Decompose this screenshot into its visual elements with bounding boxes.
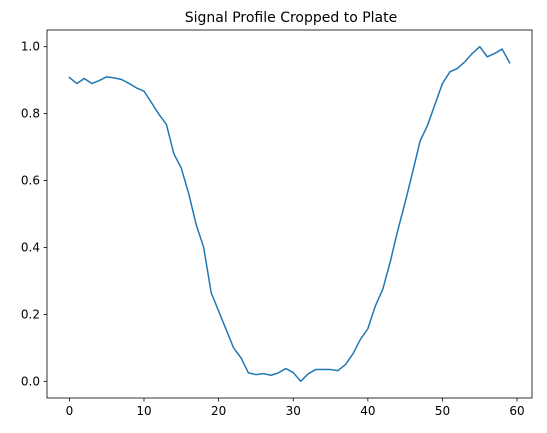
x-tick-label: 0: [66, 404, 74, 418]
data-point: [210, 291, 213, 294]
data-point: [307, 372, 310, 375]
data-point: [314, 368, 317, 371]
data-point: [411, 171, 414, 174]
data-point: [501, 48, 504, 51]
x-axis-ticks: 0 10 20 30 40 50 60: [66, 398, 525, 418]
data-point: [277, 371, 280, 374]
data-point: [98, 79, 101, 82]
data-point: [262, 372, 265, 375]
data-point: [217, 310, 220, 313]
data-point: [225, 328, 228, 331]
data-point: [419, 140, 422, 143]
data-point: [493, 52, 496, 55]
data-point: [68, 76, 71, 79]
data-point: [195, 223, 198, 226]
x-tick-label: 30: [286, 404, 301, 418]
data-point: [128, 82, 131, 85]
data-point: [150, 101, 153, 104]
series-layer: [68, 45, 511, 383]
data-point: [202, 246, 205, 249]
data-point: [366, 327, 369, 330]
data-point: [269, 374, 272, 377]
series-line: [68, 45, 511, 383]
data-point: [322, 368, 325, 371]
data-point: [389, 260, 392, 263]
y-tick-label: 0.0: [21, 374, 40, 388]
y-tick-label: 0.8: [21, 107, 40, 121]
data-point: [232, 346, 235, 349]
data-point: [292, 371, 295, 374]
data-point: [157, 113, 160, 116]
data-point: [172, 152, 175, 155]
data-point: [113, 76, 116, 79]
data-point: [254, 373, 257, 376]
data-point: [105, 75, 108, 78]
y-tick-label: 1.0: [21, 40, 40, 54]
data-point: [329, 368, 332, 371]
data-point: [284, 367, 287, 370]
x-tick-label: 10: [136, 404, 151, 418]
data-point: [143, 90, 146, 93]
data-point: [463, 60, 466, 63]
chart-title: Signal Profile Cropped to Plate: [185, 10, 397, 26]
plot-area-frame: [46, 29, 533, 399]
x-tick-label: 60: [509, 404, 524, 418]
data-point: [120, 78, 123, 81]
x-tick-label: 20: [211, 404, 226, 418]
data-point: [240, 356, 243, 359]
data-point: [448, 70, 451, 73]
y-tick-label: 0.4: [21, 240, 40, 254]
data-point: [344, 363, 347, 366]
data-point: [374, 305, 377, 308]
data-point: [456, 67, 459, 70]
data-point: [441, 82, 444, 85]
data-point: [135, 86, 138, 89]
data-point: [351, 352, 354, 355]
y-tick-label: 0.6: [21, 174, 40, 188]
y-axis-ticks: 0.0 0.2 0.4 0.6 0.8 1.0: [21, 40, 47, 388]
data-point: [434, 103, 437, 106]
data-point: [337, 369, 340, 372]
data-point: [471, 52, 474, 55]
data-point: [75, 82, 78, 85]
data-point: [299, 380, 302, 383]
x-tick-label: 40: [360, 404, 375, 418]
data-point: [508, 61, 511, 64]
data-point: [426, 124, 429, 127]
data-point: [404, 201, 407, 204]
y-tick-label: 0.2: [21, 307, 40, 321]
data-point: [90, 82, 93, 85]
data-point: [165, 123, 168, 126]
data-point: [478, 45, 481, 48]
data-point: [381, 288, 384, 291]
data-point: [247, 371, 250, 374]
data-point: [359, 338, 362, 341]
data-point: [187, 192, 190, 195]
data-point: [180, 167, 183, 170]
data-point: [396, 229, 399, 232]
x-tick-label: 50: [435, 404, 450, 418]
data-point: [486, 55, 489, 58]
data-point: [83, 77, 86, 80]
